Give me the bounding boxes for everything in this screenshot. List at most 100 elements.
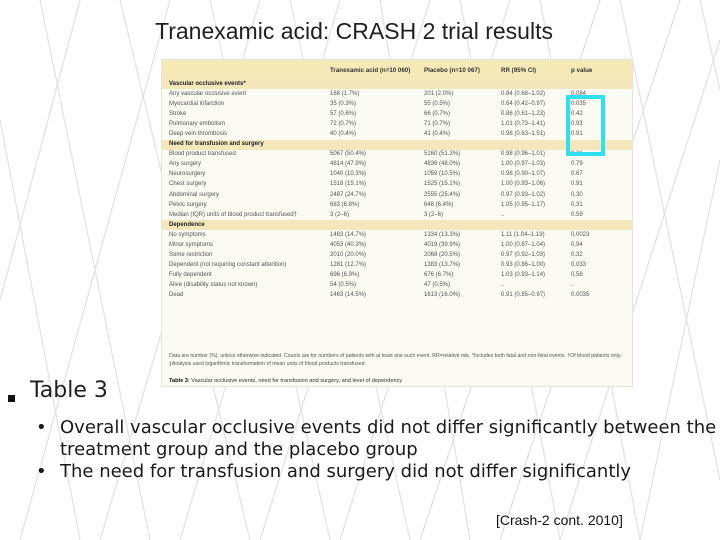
table-cell: .. [501, 211, 505, 218]
table-row: Median (IQR) units of blood product tran… [162, 210, 632, 220]
table-cell: 0.98 (0.90–1.07) [501, 171, 546, 178]
table-cell: 0.98 (0.63–1.51) [501, 130, 546, 137]
table-cell: 72 (0.7%) [330, 120, 357, 127]
table-cell: 1.05 (0.95–1.17) [501, 201, 546, 208]
table-cell: 5067 (50.4%) [330, 151, 367, 158]
table-cell: .. [501, 282, 505, 289]
table-cell: 1059 (10.5%) [424, 171, 461, 178]
table-cell: Neurosurgery [169, 171, 206, 178]
table-footnote: Data are number (%), unless otherwise in… [169, 353, 622, 367]
table-cell: 0.0023 [571, 231, 590, 238]
bullet-item: • The need for transfusion and surgery d… [36, 461, 720, 483]
table-cell: 1483 (14.7%) [330, 231, 367, 238]
table-row: Dead 1463 (14.5%) 1613 (16.0%) 0.91 (0.85–0… [162, 291, 632, 301]
table-cell: 41 (0.4%) [424, 130, 451, 137]
table-cell: 201 (2.0%) [424, 90, 454, 97]
results-table-image: Tranexamic acid (n=10 060) Placebo (n=10… [162, 60, 632, 386]
table-cell: 1613 (16.0%) [424, 292, 461, 299]
table-cell: 0.98 (0.96–1.01) [501, 151, 546, 158]
table-row: No symptoms 1483 (14.7%) 1334 (13.3%) 1.11 … [162, 230, 632, 240]
table-cell: Some restriction [169, 252, 213, 259]
table-cell: 0.93 [571, 120, 583, 127]
bullet-text: Overall vascular occlusive events did no… [60, 417, 717, 460]
table-cell: 1383 (13.7%) [424, 262, 461, 269]
table-cell: Stroke [169, 110, 187, 117]
table-cell: 57 (0.6%) [330, 110, 357, 117]
table-row: Pelvic surgery 683 (6.8%) 648 (6.4%) 1.05 (… [162, 200, 632, 210]
table-row: Chest surgery 1518 (15.1%) 1525 (15.1%) 1.0… [162, 180, 632, 190]
table-cell: 0.97 (0.92–1.03) [501, 252, 546, 259]
slide-title: Tranexamic acid: CRASH 2 trial results [155, 18, 553, 44]
table-cell: 0.59 [571, 211, 583, 218]
table-cell: 0.97 (0.93–1.02) [501, 191, 546, 198]
table-cell: Any surgery [169, 161, 202, 168]
table-caption-label: Table 3: [169, 378, 190, 384]
table-cell: 0.64 (0.42–0.97) [501, 100, 546, 107]
table-cell: 2068 (20.5%) [424, 252, 461, 259]
table-row: Fully dependent 696 (6.9%) 676 (6.7%) 1.03 … [162, 271, 632, 281]
table-caption: Table 3: Vascular occlusive events, need… [169, 378, 402, 384]
table-cell: Dead [169, 292, 184, 299]
table-cell: 0.035 [571, 100, 587, 107]
table-cell: Alive (disability status not known) [169, 282, 258, 289]
header-placebo: Placebo (n=10 067) [424, 67, 480, 74]
table-cell: 1.11 (1.04–1.19) [501, 231, 545, 238]
table-cell: 0.67 [571, 171, 583, 178]
table-cell: 4814 (47.9%) [330, 161, 367, 168]
table-cell: Blood product transfused [169, 151, 236, 158]
section-title: Need for transfusion and surgery [169, 141, 264, 148]
table-cell: 3 (2–6) [424, 211, 444, 218]
table-cell: 2555 (25.4%) [424, 191, 461, 198]
table-cell: 0.91 (0.85–0.97) [501, 292, 546, 299]
table-cell: 71 (0.7%) [424, 120, 451, 127]
table-cell: 683 (6.8%) [330, 201, 360, 208]
table-cell: 47 (0.5%) [424, 282, 451, 289]
table-cell: 0.084 [571, 90, 587, 97]
table-row: Some restriction 2010 (20.0%) 2068 (20.5%)… [162, 251, 632, 261]
table-row: Any surgery 4814 (47.9%) 4836 (48.0%) 1.00 … [162, 160, 632, 170]
table-section-row: Dependence [162, 220, 632, 231]
table-caption-text: Vascular occlusive events, need for tran… [189, 378, 403, 384]
table-cell: 1.00 (0.93–1.06) [501, 181, 546, 188]
header-rr: RR (95% CI) [501, 67, 537, 74]
table-cell: 5160 (51.3%) [424, 151, 461, 158]
table-cell: 1463 (14.5%) [330, 292, 367, 299]
table-cell: 54 (0.5%) [330, 282, 357, 289]
pvalue-highlight-box [566, 95, 605, 156]
table-cell: 0.58 [571, 272, 583, 279]
table-cell: Myocardial infarction [169, 100, 225, 107]
section-label: Table 3 [30, 378, 108, 403]
table-row: Pulmonary embolism 72 (0.7%) 71 (0.7%) 1.01… [162, 119, 632, 129]
section-title: Vascular occlusive events* [169, 80, 246, 87]
table-cell: 0.42 [571, 110, 583, 117]
table-cell: 0.32 [571, 252, 583, 259]
table-cell: 4836 (48.0%) [424, 161, 461, 168]
table-cell: 1040 (10.3%) [330, 171, 367, 178]
bullet-list: • Overall vascular occlusive events did … [36, 417, 720, 483]
citation: [Crash-2 cont. 2010] [496, 512, 623, 528]
table-cell: 0.033 [571, 262, 587, 269]
table-row: Dependent (not requiring constant attent… [162, 261, 632, 271]
table-cell: 696 (6.9%) [330, 272, 360, 279]
bullet-dot-icon: • [36, 417, 47, 438]
table-row: Any vascular occlusive event 168 (1.7%) 20… [162, 89, 632, 99]
table-cell: 66 (0.7%) [424, 110, 451, 117]
table-cell: 648 (6.4%) [424, 201, 454, 208]
table-row: Minor symptoms 4053 (40.3%) 4019 (39.9%) 1.… [162, 241, 632, 251]
header-tranexamic: Tranexamic acid (n=10 060) [330, 67, 411, 74]
table-cell: 0.93 (0.86–1.00) [501, 262, 546, 269]
table-cell: Median (IQR) units of blood product tran… [169, 211, 298, 218]
table-cell: 35 (0.3%) [330, 100, 357, 107]
table-section-row: Need for transfusion and surgery [162, 139, 632, 150]
table-body: Vascular occlusive events* Any vascular o… [162, 79, 632, 301]
table-cell: 1.00 (0.97–1.03) [501, 161, 546, 168]
table-cell: 40 (0.4%) [330, 130, 357, 137]
bullet-text: The need for transfusion and surgery did… [60, 461, 632, 482]
table-cell: 1334 (13.3%) [424, 231, 461, 238]
table-cell: 0.91 [571, 130, 583, 137]
table-cell: Any vascular occlusive event [169, 90, 247, 97]
table-cell: Abdominal surgery [169, 191, 220, 198]
table-cell: 0.0035 [571, 292, 590, 299]
table-cell: 0.31 [571, 201, 583, 208]
bullet-dot-icon: • [36, 461, 47, 482]
